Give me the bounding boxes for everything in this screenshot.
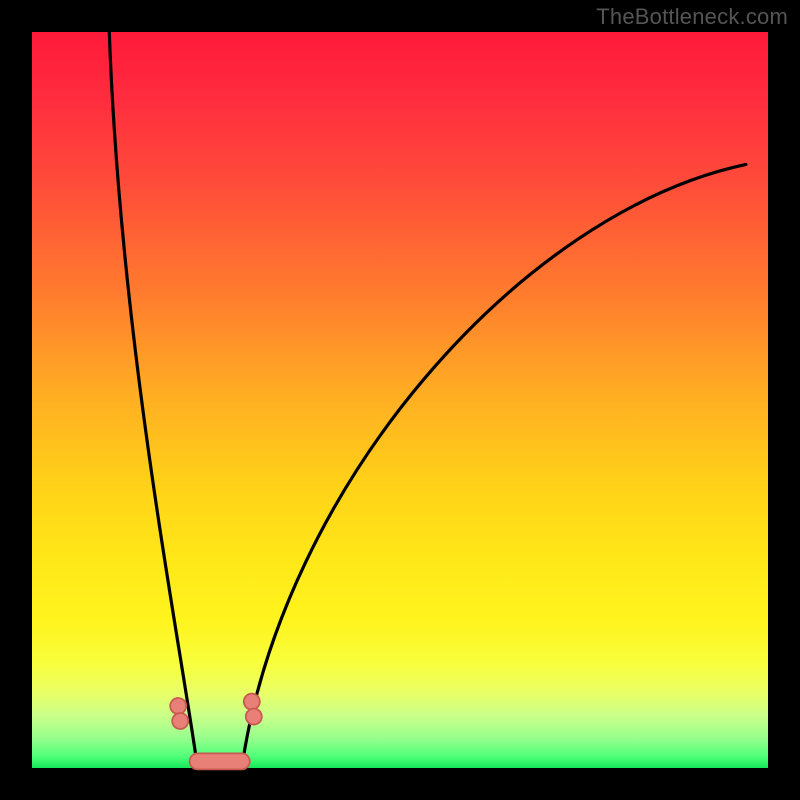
bottleneck-chart [0,0,800,800]
marker-capsule [190,753,250,769]
watermark-text: TheBottleneck.com [596,4,788,30]
